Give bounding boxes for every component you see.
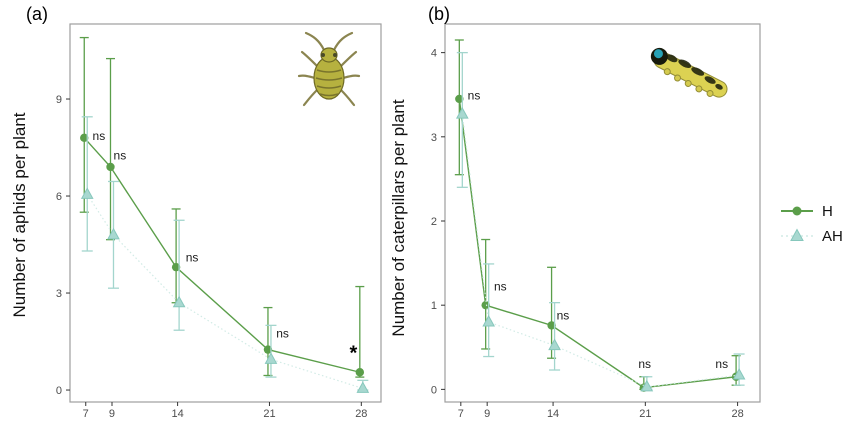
data-point-triangle	[482, 314, 496, 327]
panel-b-label: (b)	[428, 4, 450, 24]
panel-border	[444, 23, 761, 403]
significance-label: ns	[186, 250, 199, 264]
data-point-circle	[171, 262, 181, 272]
series-line	[458, 98, 737, 389]
data-point-triangle	[80, 187, 94, 199]
series-line	[86, 194, 363, 389]
y-tick-label: 2	[431, 216, 437, 228]
data-point-triangle	[548, 338, 561, 351]
data-point-circle	[547, 321, 556, 330]
y-tick-label: 3	[431, 132, 437, 144]
panel-b-y-axis-title: Number of caterpillars per plant	[389, 99, 408, 337]
y-tick-label: 0	[431, 384, 437, 396]
x-tick-label: 28	[355, 408, 367, 420]
data-point-triangle	[732, 368, 746, 380]
y-tick-label: 0	[56, 385, 62, 397]
x-tick-label: 9	[484, 408, 490, 420]
data-point-circle	[455, 94, 464, 104]
significance-star: *	[350, 343, 358, 365]
legend-label-h: H	[822, 202, 833, 220]
legend-label-ah: AH	[822, 227, 843, 245]
series-ah	[80, 116, 370, 393]
data-point-circle	[80, 133, 89, 143]
y-tick-label: 9	[56, 94, 62, 106]
series-ah	[455, 51, 746, 392]
significance-label: ns	[494, 280, 507, 294]
data-point-triangle	[172, 295, 186, 308]
significance-label: ns	[276, 326, 289, 340]
legend-key-ah-icon	[781, 228, 813, 241]
y-tick-label: 6	[56, 191, 62, 203]
data-point-triangle	[264, 352, 278, 364]
significance-label: ns	[114, 149, 127, 163]
series-line	[83, 137, 360, 373]
y-tick-label: 1	[431, 300, 437, 312]
data-point-circle	[106, 162, 115, 172]
x-tick-label: 28	[731, 408, 743, 420]
data-point-triangle	[107, 227, 120, 240]
data-point-circle	[481, 300, 490, 310]
y-tick-label: 4	[431, 48, 437, 60]
data-point-circle	[263, 345, 273, 354]
data-point-triangle	[640, 379, 654, 392]
data-point-circle	[355, 368, 365, 377]
significance-label: ns	[638, 357, 651, 371]
significance-label: ns	[557, 308, 570, 322]
panel-b: 7 9 14 21 28 0 1 2 3 4 ns ns ns ns ns	[431, 23, 761, 420]
significance-label: ns	[468, 89, 481, 103]
data-point-triangle	[455, 107, 469, 119]
data-point-triangle	[356, 381, 370, 393]
legend-key-h-icon	[781, 206, 813, 216]
x-tick-label: 14	[547, 408, 559, 420]
aphid-icon	[297, 30, 361, 113]
panel-a-label: (a)	[26, 4, 48, 24]
x-tick-label: 7	[458, 408, 464, 420]
significance-label: ns	[93, 129, 106, 143]
legend-marker-triangle	[790, 228, 804, 241]
legend-item-h: H	[779, 201, 843, 221]
x-tick-label: 21	[639, 408, 651, 420]
significance-label: ns	[715, 357, 728, 371]
series-line	[461, 114, 740, 388]
legend: H AH	[779, 201, 843, 246]
x-tick-label: 21	[263, 408, 275, 420]
panel-a-y-axis-title: Number of aphids per plant	[10, 112, 29, 318]
caterpillar-icon	[644, 44, 746, 119]
x-tick-label: 7	[83, 408, 89, 420]
series-h	[79, 36, 365, 378]
panel-border	[69, 23, 382, 403]
x-tick-label: 14	[171, 408, 183, 420]
x-tick-label: 9	[109, 408, 115, 420]
legend-marker-circle	[792, 206, 802, 216]
legend-item-ah: AH	[779, 226, 843, 246]
y-tick-label: 3	[56, 288, 62, 300]
